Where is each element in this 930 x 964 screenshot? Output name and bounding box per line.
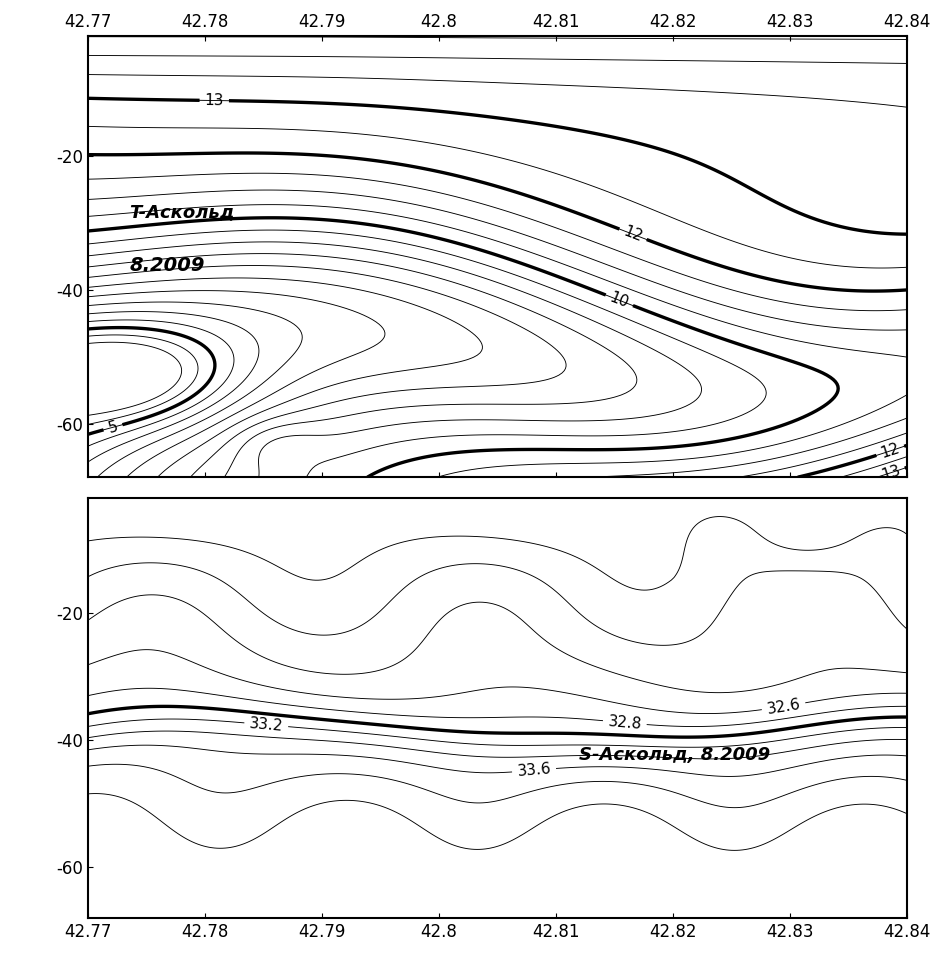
- Text: 13: 13: [205, 93, 224, 108]
- Text: 32.8: 32.8: [607, 713, 643, 732]
- Text: 33.6: 33.6: [516, 762, 551, 779]
- Text: 8.2009: 8.2009: [129, 256, 205, 276]
- Text: 33.2: 33.2: [248, 716, 284, 734]
- Text: 12: 12: [879, 441, 902, 461]
- Text: 32.6: 32.6: [765, 696, 802, 716]
- Text: T-Аскольд: T-Аскольд: [129, 202, 234, 221]
- Text: 10: 10: [607, 290, 631, 310]
- Text: 5: 5: [106, 418, 120, 436]
- Text: S-Аскольд, 8.2009: S-Аскольд, 8.2009: [579, 746, 771, 764]
- Text: 13: 13: [879, 463, 902, 483]
- Text: 12: 12: [621, 224, 644, 245]
